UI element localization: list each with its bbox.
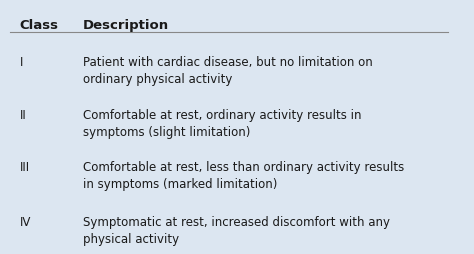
Text: Class: Class <box>19 19 58 32</box>
Text: Comfortable at rest, less than ordinary activity results
in symptoms (marked lim: Comfortable at rest, less than ordinary … <box>82 161 404 190</box>
Text: II: II <box>19 108 26 121</box>
Text: III: III <box>19 161 29 173</box>
Text: I: I <box>19 56 23 69</box>
Text: Description: Description <box>82 19 169 32</box>
Text: IV: IV <box>19 215 31 228</box>
Text: Symptomatic at rest, increased discomfort with any
physical activity: Symptomatic at rest, increased discomfor… <box>82 215 390 245</box>
Text: Patient with cardiac disease, but no limitation on
ordinary physical activity: Patient with cardiac disease, but no lim… <box>82 56 373 86</box>
Text: Comfortable at rest, ordinary activity results in
symptoms (slight limitation): Comfortable at rest, ordinary activity r… <box>82 108 361 138</box>
